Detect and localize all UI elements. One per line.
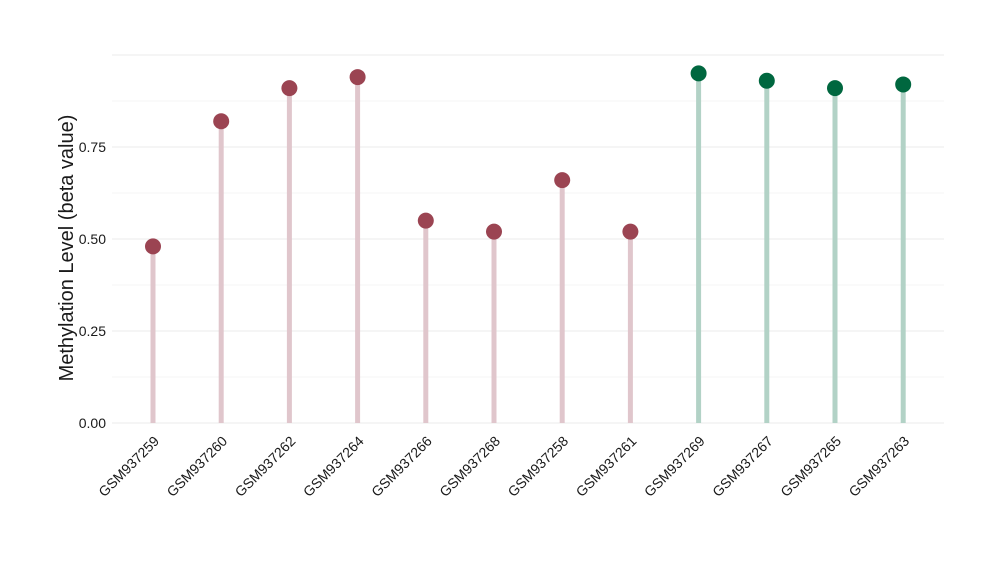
y-tick-label: 0.75 <box>79 139 106 155</box>
lollipop-dots <box>145 65 912 255</box>
x-tick-labels: GSM937259 GSM937260 GSM937262 GSM937264 GSM9… <box>95 433 912 500</box>
y-tick-label: 0.00 <box>79 415 106 431</box>
lollipop-dot <box>758 72 775 89</box>
x-tick-label: GSM937263 <box>845 433 912 500</box>
lollipop-stems <box>150 73 906 423</box>
x-tick-label: GSM937269 <box>641 433 708 500</box>
y-axis-title: Methylation Level (beta value) <box>56 115 78 382</box>
x-tick-label: GSM937262 <box>232 433 299 500</box>
lollipop-dot <box>827 80 843 97</box>
x-tick-label: GSM937258 <box>504 433 571 500</box>
x-tick-label: GSM937261 <box>573 433 640 500</box>
lollipop-dot <box>281 80 298 97</box>
y-tick-label: 0.50 <box>79 231 106 247</box>
lollipop-dot <box>554 172 571 189</box>
lollipop-dot <box>690 65 707 82</box>
x-tick-label: GSM937266 <box>368 433 435 500</box>
gridlines <box>112 54 944 424</box>
x-tick-label: GSM937267 <box>709 433 776 500</box>
lollipop-dot <box>349 69 366 86</box>
y-tick-labels: 0.00 0.25 0.50 0.75 <box>79 139 106 431</box>
lollipop-dot <box>486 223 502 240</box>
lollipop-dot <box>145 238 161 255</box>
lollipop-dot <box>895 76 912 93</box>
x-tick-label: GSM937259 <box>95 433 162 500</box>
lollipop-dot <box>213 113 230 130</box>
x-tick-label: GSM937260 <box>163 433 230 500</box>
lollipop-dot <box>417 212 434 229</box>
x-tick-label: GSM937264 <box>300 433 367 500</box>
y-tick-label: 0.25 <box>79 323 106 339</box>
lollipop-dot <box>622 223 639 240</box>
x-tick-label: GSM937265 <box>777 433 844 500</box>
x-tick-label: GSM937268 <box>436 433 503 500</box>
